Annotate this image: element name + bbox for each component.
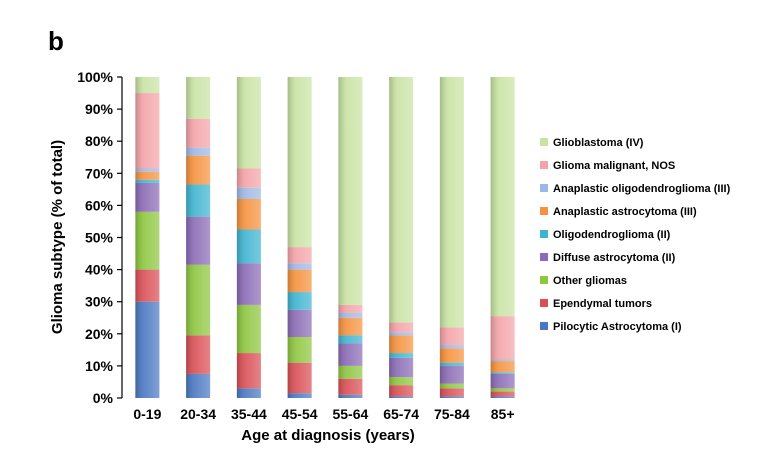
bar-shading xyxy=(135,77,160,398)
plot-area: 0% 10% 20% 30% 40% 50% 60% 70% 80% 90% 100% 0-19 20-… xyxy=(77,69,515,422)
legend-label: Anaplastic astrocytoma (III) xyxy=(553,206,697,218)
legend-swatch xyxy=(540,184,548,192)
y-tick-label: 100% xyxy=(77,69,113,85)
legend-label: Other gliomas xyxy=(553,275,627,287)
legend-swatch xyxy=(540,138,548,146)
legend-swatch xyxy=(540,161,548,169)
bar-shading xyxy=(389,77,414,398)
y-tick-label: 10% xyxy=(85,358,114,374)
legend-label: Anaplastic oligodendroglioma (III) xyxy=(553,183,731,195)
y-tick-label: 60% xyxy=(85,197,114,213)
legend-swatch xyxy=(540,322,548,330)
x-tick-label: 35-44 xyxy=(231,406,267,422)
y-tick-label: 70% xyxy=(85,165,114,181)
y-tick-label: 80% xyxy=(85,133,114,149)
bar-shading xyxy=(287,77,312,398)
x-tick-label: 45-54 xyxy=(282,406,318,422)
legend: Glioblastoma (IV) Glioma malignant, NOS An… xyxy=(540,137,731,333)
bar-shading xyxy=(439,77,464,398)
legend-label: Diffuse astrocytoma (II) xyxy=(553,252,676,264)
bar-shading xyxy=(236,77,261,398)
legend-label: Oligodendroglioma (II) xyxy=(553,229,671,241)
legend-swatch xyxy=(540,276,548,284)
x-tick-label: 85+ xyxy=(491,406,515,422)
legend-swatch xyxy=(540,299,548,307)
y-tick-label: 0% xyxy=(93,390,114,406)
panel-label: b xyxy=(48,26,64,56)
y-tick-label: 20% xyxy=(85,326,114,342)
legend-label: Ependymal tumors xyxy=(553,298,652,310)
x-tick-label: 65-74 xyxy=(383,406,419,422)
x-tick-label: 20-34 xyxy=(180,406,216,422)
bar-shading xyxy=(338,77,363,398)
y-tick-label: 90% xyxy=(85,101,114,117)
legend-swatch xyxy=(540,207,548,215)
x-axis-title: Age at diagnosis (years) xyxy=(241,427,414,444)
legend-label: Glioma malignant, NOS xyxy=(553,160,675,172)
x-tick-label: 75-84 xyxy=(434,406,470,422)
y-tick-label: 50% xyxy=(85,230,114,246)
legend-label: Pilocytic Astrocytoma (I) xyxy=(553,321,682,333)
x-tick-label: 0-19 xyxy=(133,406,161,422)
legend-swatch xyxy=(540,230,548,238)
legend-label: Glioblastoma (IV) xyxy=(553,137,644,149)
y-axis-title: Glioma subtype (% of total) xyxy=(49,140,66,334)
y-tick-label: 40% xyxy=(85,262,114,278)
y-tick-label: 30% xyxy=(85,294,114,310)
legend-swatch xyxy=(540,253,548,261)
bar-shading xyxy=(490,77,515,398)
x-tick-label: 55-64 xyxy=(332,406,368,422)
bar-shading xyxy=(186,77,211,398)
